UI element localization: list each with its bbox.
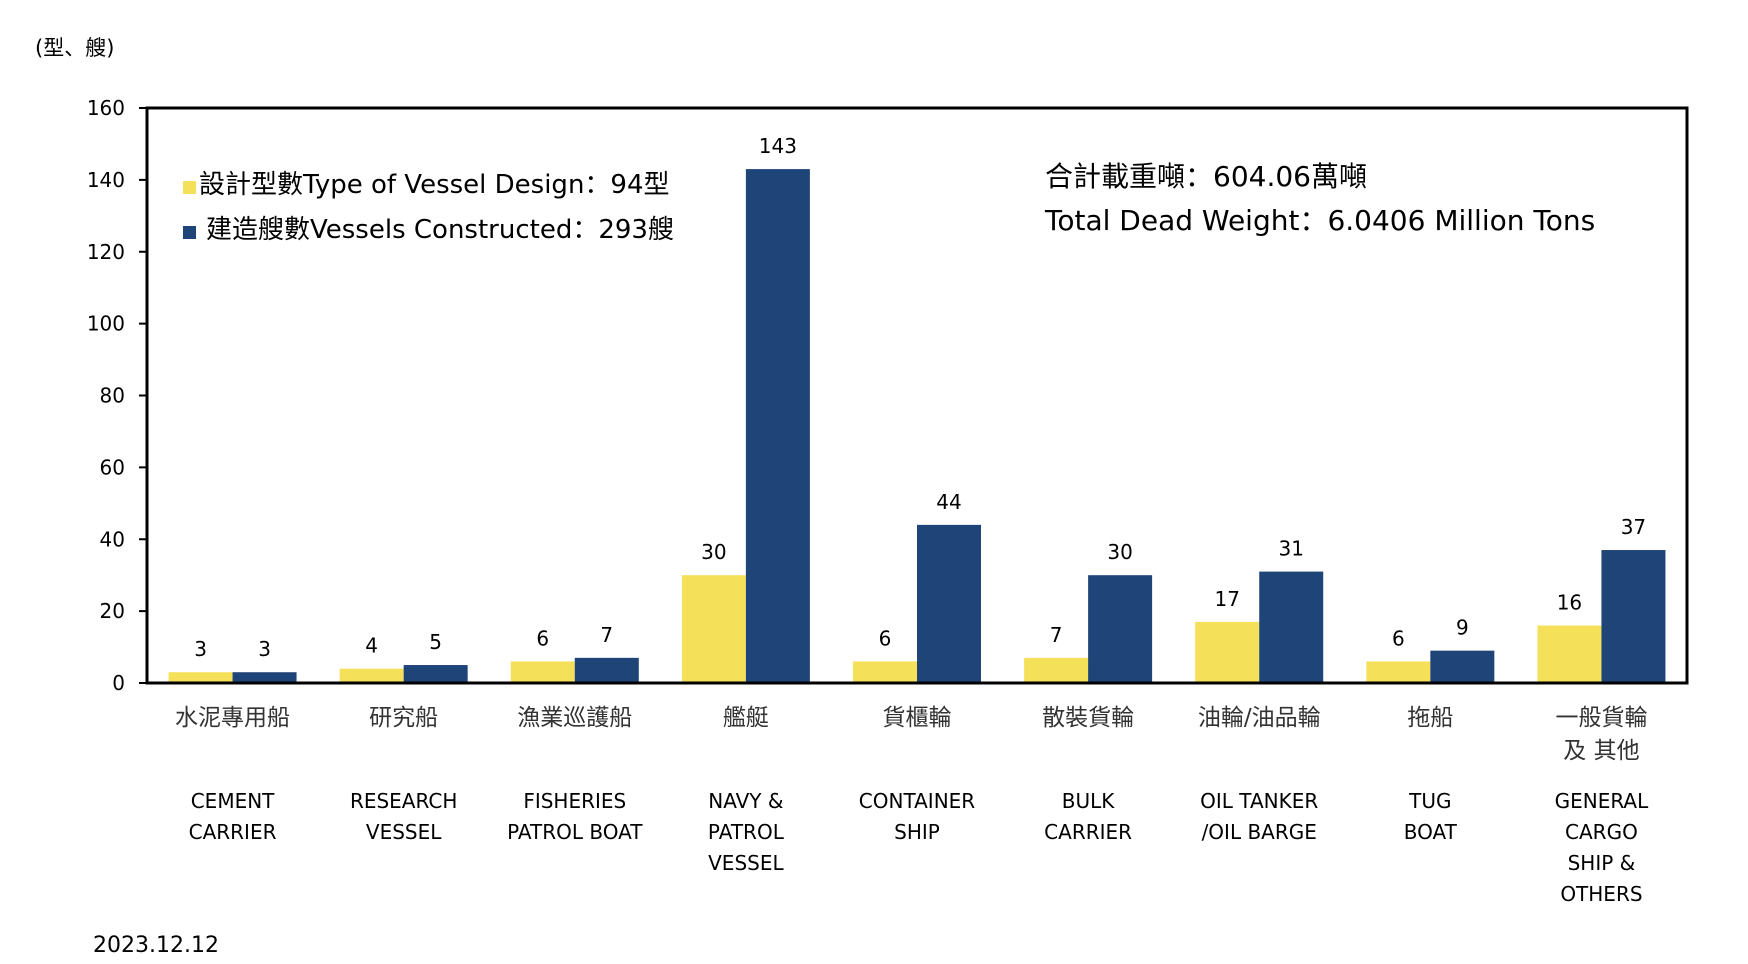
bar-vessels-constructed <box>403 665 468 683</box>
bars-group <box>168 169 1666 683</box>
legend: 設計型數Type of Vessel Design：94型建造艘數Vessels… <box>183 170 674 245</box>
legend-swatch <box>183 226 196 239</box>
data-label: 3 <box>258 637 271 661</box>
category-label-zh: 及 其他 <box>1563 738 1639 764</box>
data-label: 4 <box>365 634 378 658</box>
category-label-en: SHIP & <box>1568 851 1636 875</box>
data-label: 31 <box>1278 537 1303 561</box>
category-label-en: OIL TANKER <box>1200 789 1318 813</box>
data-label: 17 <box>1214 587 1239 611</box>
category-label-zh: 貨櫃輪 <box>883 705 952 731</box>
annotation-zh: 合計載重噸：604.06萬噸 <box>1045 160 1367 193</box>
bar-design-types <box>339 668 404 683</box>
category-label-en: VESSEL <box>708 851 784 875</box>
unit-label: (型、艘) <box>35 36 114 60</box>
category-label-en: CARRIER <box>189 820 277 844</box>
category-label-en: FISHERIES <box>523 789 626 813</box>
category-label-zh: 水泥專用船 <box>175 705 290 731</box>
category-label-en: /OIL BARGE <box>1202 820 1317 844</box>
y-tick-label: 160 <box>87 96 125 120</box>
data-label: 6 <box>1392 626 1405 650</box>
y-tick-label: 140 <box>87 168 125 192</box>
data-label: 6 <box>879 626 892 650</box>
y-tick-label: 80 <box>100 384 125 408</box>
category-label-zh: 油輪/油品輪 <box>1198 705 1321 731</box>
annotation-en: Total Dead Weight：6.0406 Million Tons <box>1044 204 1595 237</box>
bar-vessels-constructed <box>1259 571 1324 683</box>
data-label: 30 <box>701 540 726 564</box>
data-label: 5 <box>429 630 442 654</box>
y-tick-label: 120 <box>87 240 125 264</box>
legend-swatch <box>183 181 196 194</box>
bar-design-types <box>1024 657 1089 683</box>
category-label-en: CONTAINER <box>859 789 976 813</box>
category-label-en: BOAT <box>1404 820 1458 844</box>
category-label-zh: 一般貨輪 <box>1555 705 1647 731</box>
y-tick-label: 100 <box>87 312 125 336</box>
category-label-zh: 艦艇 <box>723 705 769 731</box>
category-label-en: PATROL <box>708 820 785 844</box>
y-tick-label: 0 <box>112 671 125 695</box>
data-label: 7 <box>600 623 613 647</box>
data-label: 30 <box>1107 540 1132 564</box>
data-label: 3 <box>194 637 207 661</box>
bar-vessels-constructed <box>745 169 810 683</box>
y-tick-label: 40 <box>100 527 125 551</box>
category-label-zh: 漁業巡護船 <box>517 705 632 731</box>
legend-label: 設計型數Type of Vessel Design：94型 <box>199 170 670 200</box>
y-tick-label: 20 <box>100 599 125 623</box>
category-label-en: GENERAL <box>1555 789 1650 813</box>
date-label: 2023.12.12 <box>93 933 219 958</box>
bar-design-types <box>1195 621 1260 683</box>
plot-area-frame <box>145 106 1689 685</box>
bar-vessels-constructed <box>574 657 639 683</box>
bar-vessels-constructed <box>1601 550 1666 683</box>
bar-vessels-constructed <box>232 672 297 683</box>
value-labels: 3 3 4 5 6 7 30 143 6 44 7 30 17 31 6 9 16 37 <box>194 134 1646 661</box>
y-tick-label: 60 <box>100 455 125 479</box>
bar-design-types <box>853 661 917 683</box>
bar-vessels-constructed <box>1088 575 1153 683</box>
category-label-en: BULK <box>1062 789 1116 813</box>
y-axis: 0 20 40 60 80 100 120 140 160 <box>87 96 147 695</box>
data-label: 16 <box>1557 591 1582 615</box>
data-label: 44 <box>936 490 961 514</box>
category-label-en: NAVY & <box>708 789 783 813</box>
bar-design-types <box>1366 661 1431 683</box>
category-label-zh: 拖船 <box>1407 705 1453 731</box>
data-label: 7 <box>1050 623 1063 647</box>
data-label: 37 <box>1621 515 1646 539</box>
bar-vessels-constructed <box>1430 650 1495 683</box>
bar-vessels-constructed <box>917 524 981 683</box>
category-label-en: CARGO <box>1565 820 1638 844</box>
category-label-zh: 散裝貨輪 <box>1042 705 1134 731</box>
category-label-en: OTHERS <box>1560 882 1642 906</box>
data-label: 9 <box>1456 616 1469 640</box>
x-axis-categories: 水泥專用船 CEMENT CARRIER 研究船 RESEARCH VESSEL 漁業巡護船… <box>175 705 1649 906</box>
category-label-en: CARRIER <box>1044 820 1132 844</box>
data-label: 143 <box>759 134 797 158</box>
bar-design-types <box>168 672 233 683</box>
total-annotation: 合計載重噸：604.06萬噸 Total Dead Weight：6.0406 … <box>1044 160 1595 237</box>
category-label-en: TUG <box>1408 789 1451 813</box>
category-label-en: PATROL BOAT <box>507 820 643 844</box>
bar-design-types <box>1537 625 1602 683</box>
category-label-en: SHIP <box>894 820 940 844</box>
category-label-en: RESEARCH <box>350 789 457 813</box>
category-label-zh: 研究船 <box>369 705 438 731</box>
category-label-en: VESSEL <box>366 820 442 844</box>
legend-label: 建造艘數Vessels Constructed：293艘 <box>206 215 674 245</box>
data-label: 6 <box>536 626 549 650</box>
bar-design-types <box>510 661 575 683</box>
bar-design-types <box>681 575 746 683</box>
category-label-en: CEMENT <box>191 789 275 813</box>
